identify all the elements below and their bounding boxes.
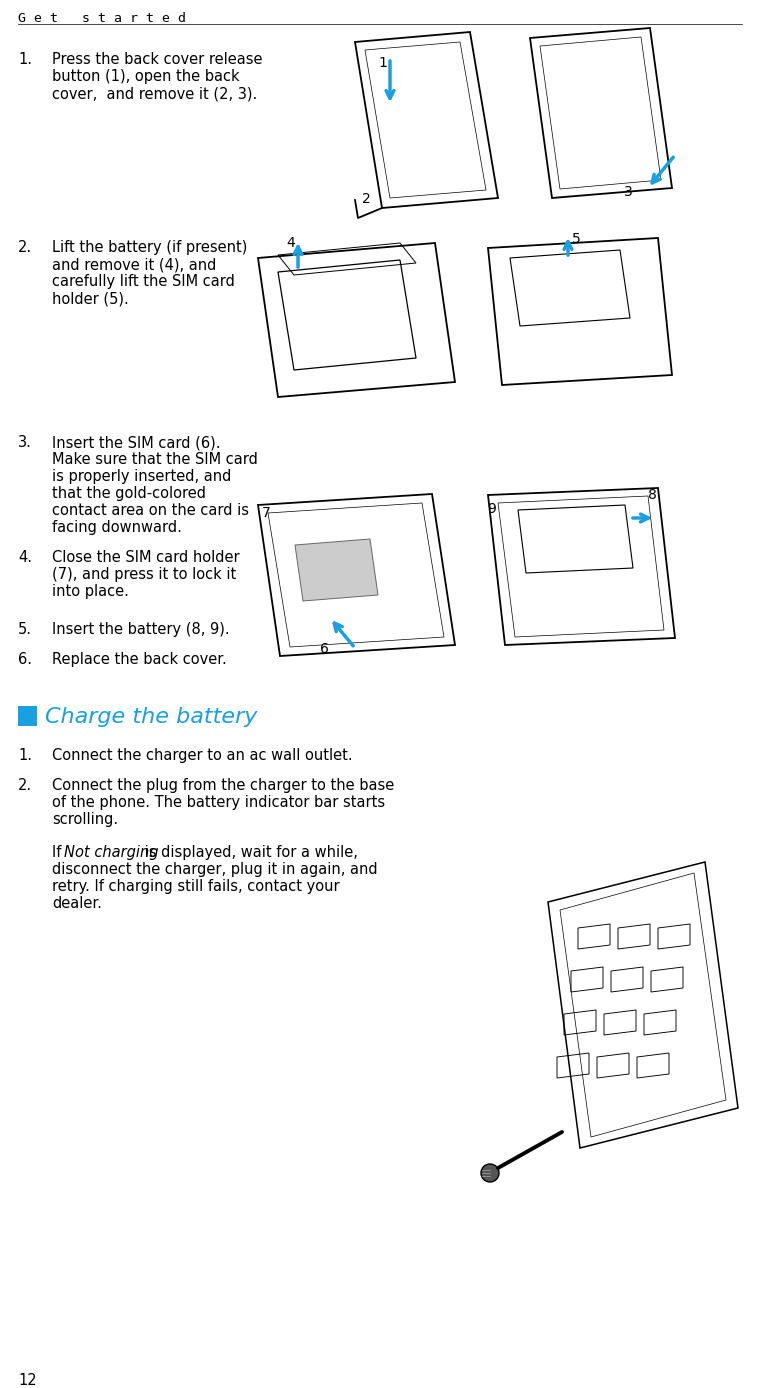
Text: 5.: 5. xyxy=(18,622,32,637)
Text: Lift the battery (if present): Lift the battery (if present) xyxy=(52,240,247,255)
Text: 2: 2 xyxy=(362,192,371,205)
Text: 6.: 6. xyxy=(18,652,32,668)
Text: scrolling.: scrolling. xyxy=(52,812,118,827)
Text: 4: 4 xyxy=(286,236,295,250)
FancyBboxPatch shape xyxy=(18,706,37,726)
Text: 1.: 1. xyxy=(18,748,32,763)
Text: Press the back cover release: Press the back cover release xyxy=(52,51,262,67)
Text: carefully lift the SIM card: carefully lift the SIM card xyxy=(52,273,235,289)
Text: is properly inserted, and: is properly inserted, and xyxy=(52,469,231,484)
Text: 9: 9 xyxy=(487,502,496,516)
Text: 4.: 4. xyxy=(18,550,32,565)
Text: Make sure that the SIM card: Make sure that the SIM card xyxy=(52,452,258,466)
Text: Charge the battery: Charge the battery xyxy=(45,706,258,727)
Text: is displayed, wait for a while,: is displayed, wait for a while, xyxy=(140,845,358,861)
Text: 3: 3 xyxy=(624,185,633,198)
Text: Insert the battery (8, 9).: Insert the battery (8, 9). xyxy=(52,622,230,637)
Text: retry. If charging still fails, contact your: retry. If charging still fails, contact … xyxy=(52,879,340,894)
Text: and remove it (4), and: and remove it (4), and xyxy=(52,257,217,272)
Text: Connect the plug from the charger to the base: Connect the plug from the charger to the… xyxy=(52,779,394,793)
Text: that the gold-colored: that the gold-colored xyxy=(52,486,206,501)
Text: 7: 7 xyxy=(262,507,271,520)
Text: 2.: 2. xyxy=(18,779,32,793)
Text: Insert the SIM card (6).: Insert the SIM card (6). xyxy=(52,434,220,450)
Text: facing downward.: facing downward. xyxy=(52,520,182,534)
Polygon shape xyxy=(295,539,378,601)
Text: If: If xyxy=(52,845,66,861)
Text: Not charging: Not charging xyxy=(64,845,159,861)
Text: G e t   s t a r t e d: G e t s t a r t e d xyxy=(18,12,186,25)
Text: Close the SIM card holder: Close the SIM card holder xyxy=(52,550,239,565)
Text: 3.: 3. xyxy=(18,434,32,450)
Text: Connect the charger to an ac wall outlet.: Connect the charger to an ac wall outlet… xyxy=(52,748,353,763)
Circle shape xyxy=(481,1165,499,1183)
Text: of the phone. The battery indicator bar starts: of the phone. The battery indicator bar … xyxy=(52,795,385,811)
Text: 1: 1 xyxy=(378,56,387,69)
Text: 12: 12 xyxy=(18,1373,36,1388)
Text: 2.: 2. xyxy=(18,240,32,255)
Text: into place.: into place. xyxy=(52,584,129,600)
Text: Replace the back cover.: Replace the back cover. xyxy=(52,652,226,668)
Text: contact area on the card is: contact area on the card is xyxy=(52,502,249,518)
Text: 5: 5 xyxy=(572,232,581,246)
Text: holder (5).: holder (5). xyxy=(52,291,128,305)
Text: 1.: 1. xyxy=(18,51,32,67)
Text: cover,  and remove it (2, 3).: cover, and remove it (2, 3). xyxy=(52,86,257,101)
Text: disconnect the charger, plug it in again, and: disconnect the charger, plug it in again… xyxy=(52,862,378,877)
Text: button (1), open the back: button (1), open the back xyxy=(52,69,239,85)
Text: (7), and press it to lock it: (7), and press it to lock it xyxy=(52,568,236,582)
Text: 6: 6 xyxy=(320,643,329,657)
Text: dealer.: dealer. xyxy=(52,897,102,911)
Text: 8: 8 xyxy=(648,489,657,502)
